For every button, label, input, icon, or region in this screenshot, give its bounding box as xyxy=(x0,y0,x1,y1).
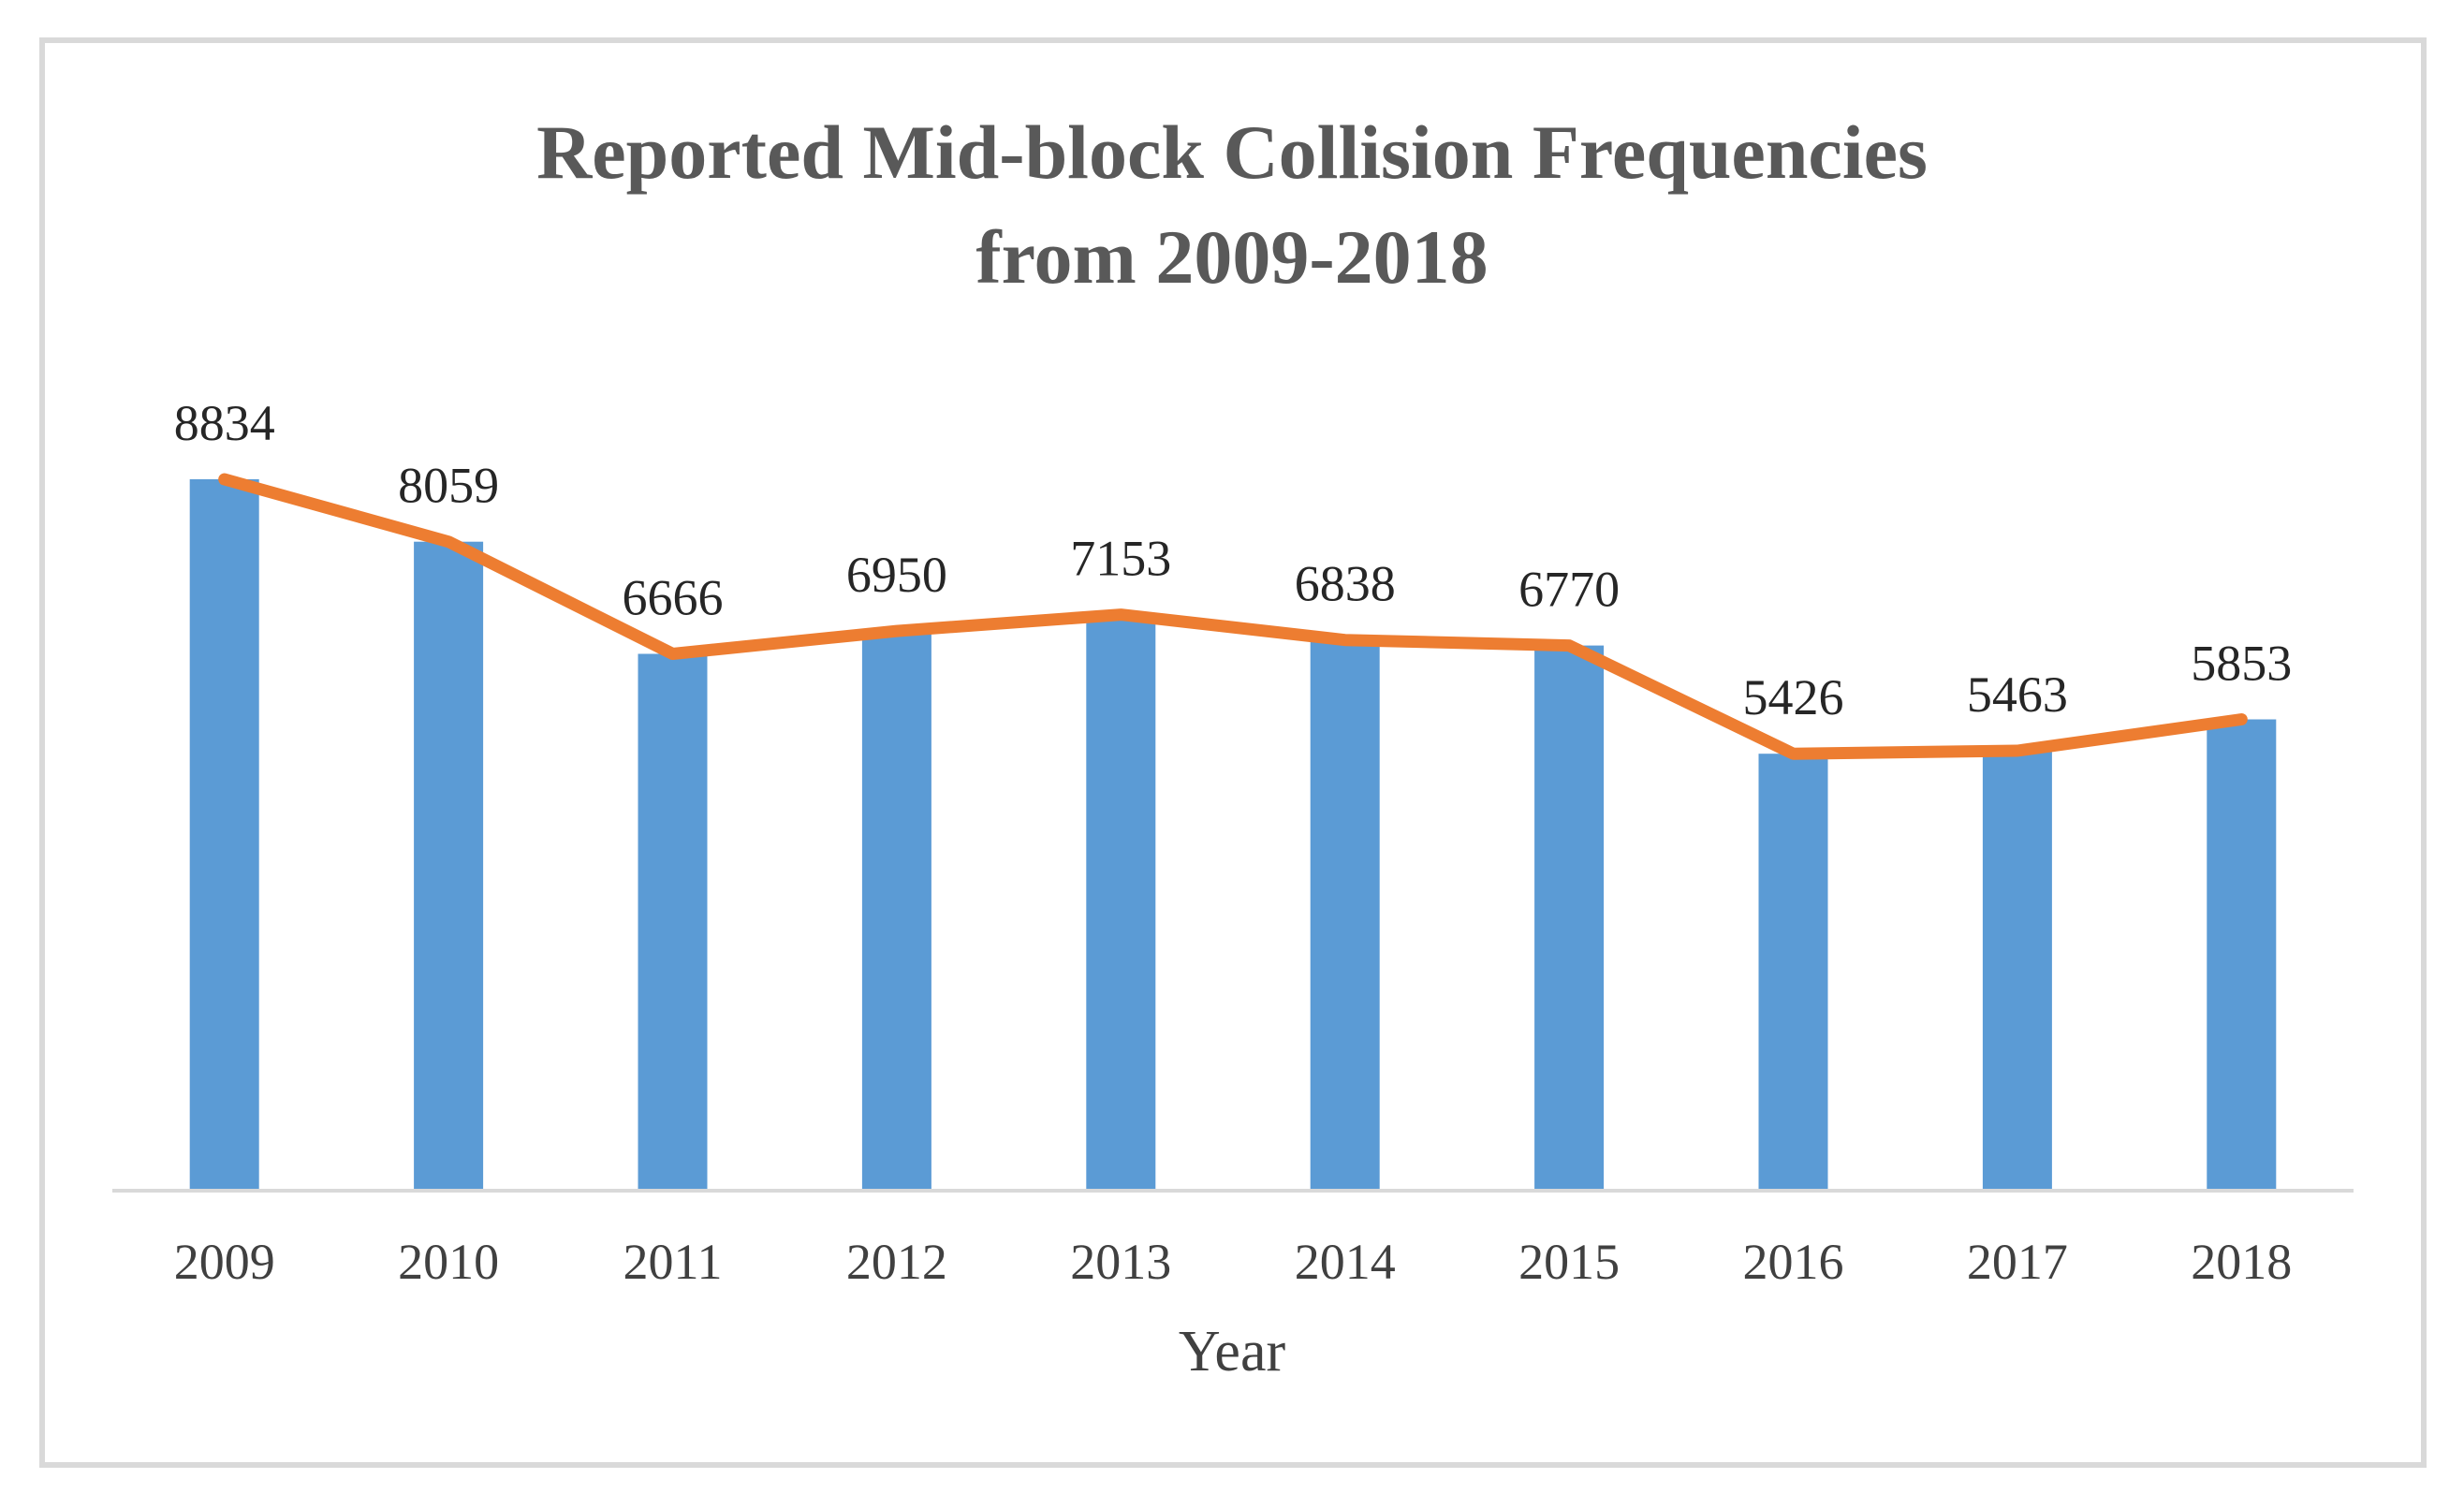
x-tick-label-2017: 2017 xyxy=(1967,1234,2068,1290)
x-tick-label-2016: 2016 xyxy=(1743,1234,1844,1290)
x-tick-label-2012: 2012 xyxy=(846,1234,947,1290)
x-tick-label-2015: 2015 xyxy=(1518,1234,1620,1290)
bar-2011 xyxy=(638,653,708,1191)
bar-2015 xyxy=(1534,645,1605,1191)
bar-2013 xyxy=(1086,614,1156,1191)
bar-2017 xyxy=(1982,751,2052,1191)
data-label-2018: 5853 xyxy=(2191,636,2292,692)
trend-line xyxy=(218,473,2248,760)
trend-line-group xyxy=(218,473,2248,760)
x-axis-title: Year xyxy=(1179,1320,1286,1384)
data-label-2013: 7153 xyxy=(1070,531,1171,587)
bar-2012 xyxy=(861,631,931,1191)
data-label-2009: 8834 xyxy=(174,395,275,451)
x-tick-label-2018: 2018 xyxy=(2191,1234,2292,1290)
data-label-2011: 6666 xyxy=(623,570,724,626)
x-tick-label-2011: 2011 xyxy=(623,1234,723,1290)
bars-group xyxy=(189,479,2277,1191)
bar-2018 xyxy=(2207,719,2277,1191)
data-label-2014: 6838 xyxy=(1295,556,1396,612)
x-tick-label-2010: 2010 xyxy=(398,1234,499,1290)
data-label-2010: 8059 xyxy=(398,458,499,514)
bar-2014 xyxy=(1310,639,1380,1191)
bar-2010 xyxy=(414,541,484,1191)
bar-2009 xyxy=(189,479,259,1191)
data-label-2012: 6950 xyxy=(846,547,947,603)
data-labels-group: 8834 8059 6666 6950 7153 6838 6770 5426 5463 5853 xyxy=(174,395,2293,725)
data-label-2017: 5463 xyxy=(1967,666,2068,723)
x-tick-label-2014: 2014 xyxy=(1295,1234,1396,1290)
data-label-2016: 5426 xyxy=(1743,669,1844,725)
data-label-2015: 6770 xyxy=(1518,562,1620,618)
x-tick-labels-group: 2009 2010 2011 2012 2013 2014 2015 2016 2017 2018 xyxy=(174,1234,2293,1290)
chart-title-line-2: from 2009-2018 xyxy=(975,214,1488,300)
chart-title-line-1: Reported Mid-block Collision Frequencies xyxy=(536,110,1928,195)
x-tick-label-2009: 2009 xyxy=(174,1234,275,1290)
bar-2016 xyxy=(1758,754,1828,1191)
x-tick-label-2013: 2013 xyxy=(1070,1234,1171,1290)
